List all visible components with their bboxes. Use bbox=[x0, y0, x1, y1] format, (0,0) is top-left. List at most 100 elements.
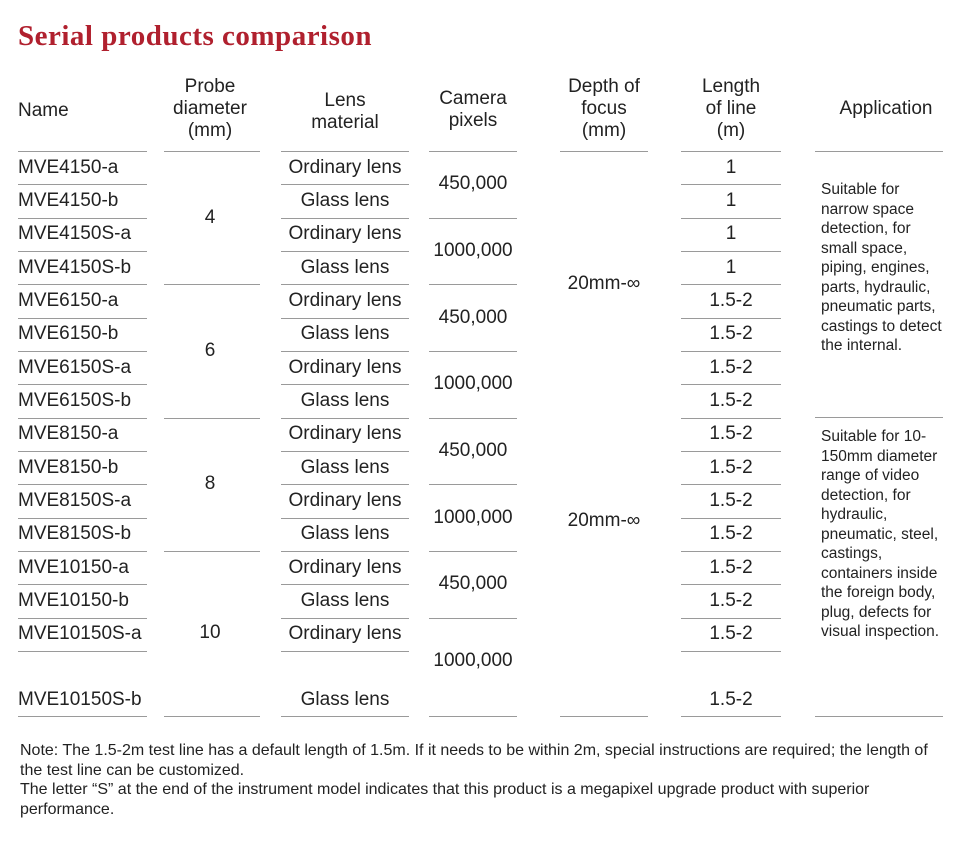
divider bbox=[681, 218, 781, 219]
divider bbox=[429, 551, 517, 552]
divider bbox=[18, 716, 147, 717]
divider bbox=[281, 618, 409, 619]
model-name: MVE6150-a bbox=[18, 289, 119, 311]
model-name: MVE8150S-a bbox=[18, 489, 132, 511]
divider bbox=[429, 618, 517, 619]
camera-pixels: 1000,000 bbox=[433, 373, 513, 395]
divider bbox=[281, 651, 409, 652]
divider bbox=[429, 218, 517, 219]
divider bbox=[429, 151, 517, 152]
divider bbox=[281, 251, 409, 252]
lens-material: Glass lens bbox=[300, 589, 390, 611]
divider bbox=[681, 551, 781, 552]
model-name: MVE4150S-b bbox=[18, 256, 132, 278]
divider bbox=[681, 384, 781, 385]
camera-pixels: 450,000 bbox=[438, 439, 508, 461]
divider bbox=[281, 284, 409, 285]
divider bbox=[681, 284, 781, 285]
model-name: MVE4150-a bbox=[18, 156, 119, 178]
divider bbox=[681, 716, 781, 717]
divider bbox=[281, 518, 409, 519]
depth-of-focus: 20mm-∞ bbox=[567, 273, 641, 294]
lens-material: Ordinary lens bbox=[288, 556, 402, 578]
divider bbox=[18, 184, 147, 185]
divider bbox=[164, 151, 260, 152]
line-length: 1.5-2 bbox=[709, 589, 753, 611]
divider bbox=[18, 584, 147, 585]
line-length: 1 bbox=[725, 189, 737, 211]
divider bbox=[281, 218, 409, 219]
model-name: MVE10150-b bbox=[18, 589, 129, 611]
header-length-of-line: Length of line (m) bbox=[701, 76, 761, 141]
model-name: MVE10150S-a bbox=[18, 623, 142, 645]
model-name: MVE8150-b bbox=[18, 456, 119, 478]
divider bbox=[18, 651, 147, 652]
divider bbox=[18, 218, 147, 219]
lens-material: Ordinary lens bbox=[288, 423, 402, 445]
line-length: 1.5-2 bbox=[709, 423, 753, 445]
divider bbox=[815, 151, 943, 152]
line-length: 1.5-2 bbox=[709, 289, 753, 311]
model-name: MVE6150-b bbox=[18, 323, 119, 345]
header-lens-material: Lens material bbox=[311, 90, 379, 133]
divider bbox=[681, 618, 781, 619]
line-length: 1.5-2 bbox=[709, 389, 753, 411]
line-length: 1.5-2 bbox=[709, 456, 753, 478]
divider bbox=[681, 184, 781, 185]
divider bbox=[281, 584, 409, 585]
lens-material: Glass lens bbox=[300, 689, 390, 710]
divider bbox=[681, 584, 781, 585]
footnote-line-2: The letter “S” at the end of the instrum… bbox=[20, 781, 870, 818]
divider bbox=[429, 484, 517, 485]
model-name: MVE4150-b bbox=[18, 189, 119, 211]
divider bbox=[815, 716, 943, 717]
divider bbox=[429, 418, 517, 419]
divider bbox=[18, 351, 147, 352]
header-camera-pixels: Camera pixels bbox=[439, 88, 507, 131]
model-name: MVE10150S-b bbox=[18, 689, 142, 710]
divider bbox=[18, 284, 147, 285]
divider bbox=[681, 518, 781, 519]
model-name: MVE10150-a bbox=[18, 556, 129, 578]
application-text-2: Suitable for 10-150mm diameter range of … bbox=[821, 428, 940, 640]
probe-diameter: 8 bbox=[204, 473, 216, 495]
divider bbox=[681, 151, 781, 152]
divider bbox=[681, 451, 781, 452]
lens-material: Glass lens bbox=[300, 323, 390, 345]
header-application: Application bbox=[839, 98, 933, 119]
camera-pixels: 1000,000 bbox=[433, 650, 513, 671]
divider bbox=[560, 151, 648, 152]
page-title: Serial products comparison bbox=[18, 20, 373, 52]
camera-pixels: 450,000 bbox=[438, 306, 508, 328]
model-name: MVE8150-a bbox=[18, 423, 119, 445]
model-name: MVE6150S-a bbox=[18, 356, 132, 378]
line-length: 1.5-2 bbox=[709, 323, 753, 345]
lens-material: Glass lens bbox=[300, 189, 390, 211]
probe-diameter: 4 bbox=[204, 206, 216, 228]
lens-material: Ordinary lens bbox=[288, 156, 402, 178]
divider bbox=[681, 251, 781, 252]
line-length: 1.5-2 bbox=[709, 489, 753, 511]
lens-material: Glass lens bbox=[300, 456, 390, 478]
divider bbox=[281, 384, 409, 385]
line-length: 1.5-2 bbox=[709, 689, 753, 710]
model-name: MVE8150S-b bbox=[18, 523, 132, 545]
divider bbox=[18, 451, 147, 452]
divider bbox=[18, 251, 147, 252]
lens-material: Ordinary lens bbox=[288, 356, 402, 378]
divider bbox=[18, 384, 147, 385]
lens-material: Glass lens bbox=[300, 256, 390, 278]
divider bbox=[164, 418, 260, 419]
divider bbox=[164, 551, 260, 552]
camera-pixels: 450,000 bbox=[438, 173, 508, 195]
lens-material: Ordinary lens bbox=[288, 223, 402, 245]
divider bbox=[681, 418, 781, 419]
camera-pixels: 450,000 bbox=[438, 573, 508, 595]
divider bbox=[681, 651, 781, 652]
lens-material: Glass lens bbox=[300, 523, 390, 545]
camera-pixels: 1000,000 bbox=[433, 239, 513, 261]
probe-diameter: 6 bbox=[204, 339, 216, 361]
divider bbox=[281, 151, 409, 152]
footnote-line-1: Note: The 1.5-2m test line has a default… bbox=[20, 742, 928, 779]
header-name: Name bbox=[18, 100, 69, 121]
